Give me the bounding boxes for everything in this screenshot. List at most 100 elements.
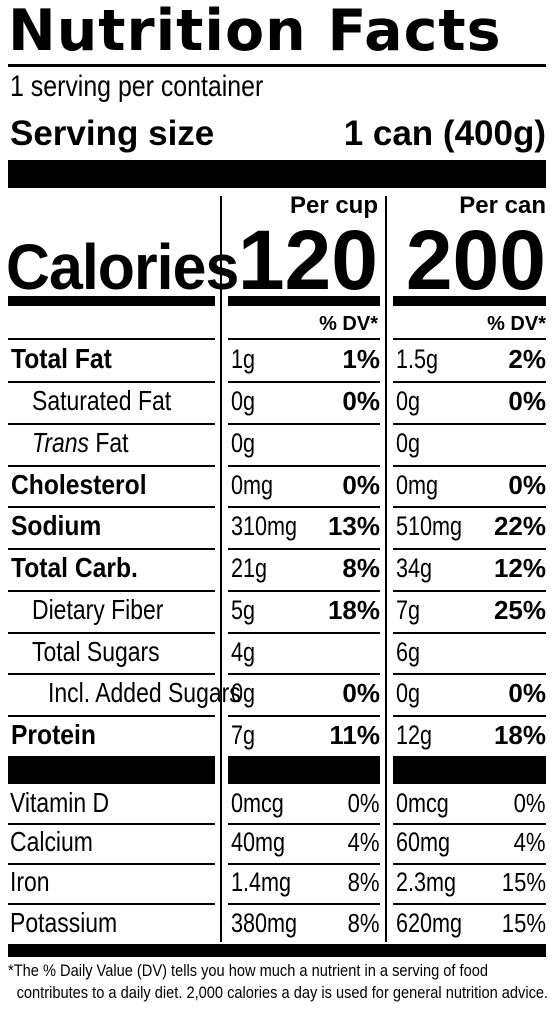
row-rule-label-start [8, 338, 215, 340]
row-rule-can-n8 [393, 715, 546, 717]
dv-header-cup: % DV* [319, 313, 378, 335]
vitamin-label-2: Iron [10, 866, 50, 897]
row-rule-label-v0 [8, 823, 215, 825]
amount-can-7: 6g [396, 636, 421, 667]
row-rule-cup-n4 [228, 548, 380, 550]
dv-cup-v2: 8% [348, 867, 380, 897]
calories-per-cup: 120 [237, 213, 378, 307]
amount-cup-9: 7g [231, 719, 256, 750]
amount-cup-3: 0mg [231, 469, 274, 500]
vitamin-bar-label [8, 756, 215, 784]
vitamin-label-0: Vitamin D [10, 786, 110, 818]
amount-cup-0: 1g [231, 343, 256, 374]
nutrient-label-4: Sodium [11, 510, 102, 541]
row-rule-can-v1 [393, 863, 546, 865]
column-header-per-cup: Per cup [289, 192, 378, 219]
amount-can-9: 12g [396, 719, 433, 750]
amount-cup-v3: 380mg [231, 907, 298, 938]
dv-cup-5: 8% [342, 553, 380, 583]
nutrient-label-7: Total Sugars [32, 635, 160, 667]
dv-cup-9: 11% [329, 719, 380, 750]
footnote: *The % Daily Value (DV) tells you how mu… [8, 960, 548, 1004]
vitamin-label-1: Calcium [10, 826, 93, 857]
servings-per-container: 1 serving per container [10, 70, 264, 103]
dv-cup-3: 0% [342, 469, 380, 500]
footnote-line-1: *The % Daily Value (DV) tells you how mu… [8, 961, 488, 980]
column-divider-2 [385, 196, 387, 942]
row-rule-can-n4 [393, 548, 546, 550]
title-rule [8, 64, 546, 67]
row-rule-cup-v0 [228, 823, 380, 825]
amount-can-v2: 2.3mg [396, 867, 457, 897]
row-rule-can-n0 [393, 381, 546, 383]
label-title: Nutrition Facts [8, 0, 502, 64]
dv-can-5: 12% [493, 553, 546, 583]
row-rule-can-n5 [393, 590, 546, 592]
amount-cup-2: 0g [231, 428, 256, 458]
amount-cup-6: 5g [231, 595, 256, 625]
row-rule-label-n4 [8, 548, 215, 550]
dv-cup-v3: 8% [348, 907, 380, 938]
dv-can-4: 22% [493, 511, 546, 541]
row-rule-can-n7 [393, 673, 546, 675]
nutrient-label-1: Saturated Fat [32, 385, 172, 416]
dv-can-v0: 0% [514, 787, 546, 818]
footnote-line-2: contributes to a daily diet. 2,000 calor… [16, 983, 549, 1002]
dv-cup-1: 0% [342, 386, 380, 416]
row-rule-can-v0 [393, 823, 546, 825]
amount-cup-1: 0g [231, 386, 256, 416]
row-rule-cup-n0 [228, 381, 380, 383]
amount-can-v0: 0mcg [396, 787, 449, 818]
dv-can-1: 0% [508, 386, 546, 416]
serving-size-label: Serving size [10, 114, 215, 153]
calories-label: Calories [6, 231, 239, 303]
row-rule-cup-n7 [228, 673, 380, 675]
calories-per-can: 200 [405, 213, 546, 307]
vitamin-bar-cup [228, 756, 380, 784]
amount-cup-v0: 0mcg [231, 787, 284, 818]
nutrient-label-9: Protein [11, 718, 96, 750]
dv-can-9: 18% [493, 719, 546, 750]
nutrient-label-3: Cholesterol [11, 468, 147, 500]
row-rule-cup-n5 [228, 590, 380, 592]
nutrient-label-5: Total Carb. [11, 552, 138, 583]
row-rule-can-n3 [393, 506, 546, 508]
amount-can-3: 0mg [396, 469, 439, 500]
amount-can-8: 0g [396, 678, 421, 708]
dv-cup-8: 0% [342, 678, 380, 708]
nutrient-label-italic-2: Trans [32, 427, 89, 458]
row-rule-can-n6 [393, 632, 546, 634]
serving-size-value: 1 can (400g) [343, 114, 546, 153]
nutrient-label-6: Dietary Fiber [32, 594, 164, 625]
amount-cup-8: 0g [231, 678, 256, 708]
amount-can-2: 0g [396, 428, 421, 458]
row-rule-cup-n6 [228, 632, 380, 634]
row-rule-label-n2 [8, 465, 215, 467]
calories-rule-can [393, 296, 546, 306]
nutrient-label-2: Trans Fat [32, 427, 129, 459]
amount-can-1: 0g [396, 386, 421, 416]
row-rule-can-n1 [393, 423, 546, 425]
amount-can-4: 510mg [396, 511, 463, 541]
row-rule-label-n0 [8, 381, 215, 383]
amount-can-v3: 620mg [396, 907, 463, 938]
dv-header-can: % DV* [487, 313, 546, 335]
row-rule-cup-start [228, 338, 380, 340]
nutrient-label-0: Total Fat [11, 342, 112, 374]
row-rule-label-n7 [8, 673, 215, 675]
row-rule-cup-n2 [228, 465, 380, 467]
vitamin-label-3: Potassium [10, 906, 118, 938]
calories-rule-cup [228, 296, 380, 306]
thick-rule-top [8, 160, 546, 188]
amount-cup-v2: 1.4mg [231, 867, 292, 897]
row-rule-label-n8 [8, 715, 215, 717]
dv-cup-v0: 0% [348, 787, 380, 818]
row-rule-label-v2 [8, 903, 215, 905]
row-rule-can-v2 [393, 903, 546, 905]
dv-can-v1: 4% [514, 827, 546, 857]
row-rule-cup-n3 [228, 506, 380, 508]
row-rule-label-n5 [8, 590, 215, 592]
amount-cup-v1: 40mg [231, 827, 286, 857]
row-rule-label-n1 [8, 423, 215, 425]
dv-can-v2: 15% [501, 867, 546, 897]
